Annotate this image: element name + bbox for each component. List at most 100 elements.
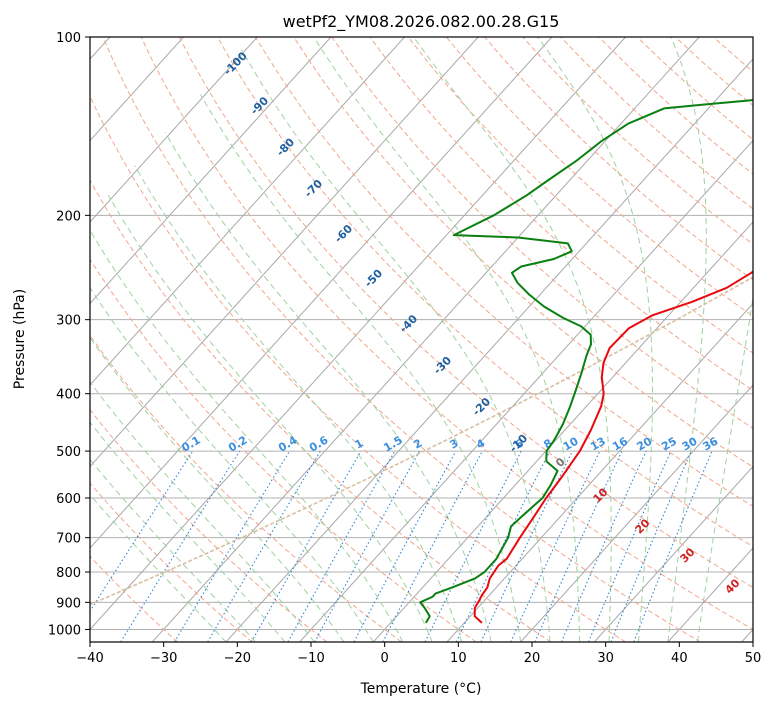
- moist-adiabat-label-2: 20: [633, 516, 653, 536]
- dewpoint-profile-line: [419, 99, 753, 624]
- mixing-ratio-line-9: [424, 450, 522, 642]
- mixing-ratio-line-8: [382, 450, 483, 642]
- dry-adiabat-0: [90, 334, 402, 642]
- chart-title: wetPf2_YM08.2026.082.00.28.G15: [283, 12, 560, 32]
- dry-adiabat-label-8: -20: [470, 395, 493, 418]
- mixing-ratio-line-16: [610, 450, 692, 642]
- dry-adiabats: [90, 37, 753, 642]
- isotherm-20: [520, 384, 753, 642]
- isotherm--50: [90, 37, 553, 549]
- x-tick-label-0: 0: [381, 651, 389, 666]
- moist-adiabat--8: [90, 381, 315, 642]
- y-tick-label-1000: 1000: [48, 623, 81, 638]
- x-axis-ticks: −40 −30 −20 −10 0 10 20 30 40 50: [76, 642, 761, 666]
- x-tick-label--10: −10: [297, 651, 324, 666]
- dry-adiabat-label-0: -100: [221, 49, 250, 78]
- y-tick-label-100: 100: [56, 31, 81, 46]
- dry-adiabat-160: [560, 37, 753, 210]
- isotherm--20: [225, 58, 753, 642]
- y-tick-label-900: 900: [56, 596, 81, 611]
- dry-adiabat-130: [445, 37, 753, 317]
- isotherm-10: [446, 302, 753, 642]
- x-tick-label-10: 10: [450, 651, 467, 666]
- plot-frame: [89, 36, 754, 643]
- dry-adiabat-50: [140, 37, 753, 630]
- moist-adiabat-12: [134, 165, 463, 642]
- mixing-ratio-line-14: [560, 450, 647, 642]
- moist-adiabat-0: [90, 286, 374, 642]
- mixing-ratio-label-7: 3: [447, 437, 460, 452]
- dry-adiabat-200: [713, 37, 753, 73]
- dry-adiabat-70: [216, 37, 753, 548]
- mixing-ratio-lines: [90, 450, 713, 642]
- mixing-ratio-line-0: [90, 450, 194, 613]
- moist-adiabat-label-1: 10: [591, 485, 611, 505]
- reference-curve-line: [90, 276, 753, 606]
- dry-adiabat-20: [90, 179, 552, 642]
- dry-adiabat-30: [90, 95, 626, 642]
- dry-adiabat-label-6: -40: [397, 312, 420, 335]
- moist-adiabat--16: [90, 458, 256, 642]
- x-tick-label-50: 50: [745, 651, 762, 666]
- x-tick-label-30: 30: [597, 651, 614, 666]
- x-tick-label--30: −30: [150, 651, 177, 666]
- moist-adiabat-label-4: 40: [723, 576, 743, 596]
- moist-adiabat-28: [313, 37, 581, 642]
- isotherm--40: [90, 37, 626, 631]
- x-axis-label: Temperature (°C): [360, 681, 482, 697]
- mixing-ratio-line-4: [250, 450, 362, 642]
- dry-adiabat-40: [102, 37, 701, 642]
- moist-adiabat-20: [200, 94, 522, 642]
- dry-adiabat-180: [636, 37, 753, 141]
- dry-adiabat-80: [255, 37, 753, 507]
- x-tick-label--20: −20: [224, 651, 251, 666]
- dry-adiabat-120: [407, 37, 753, 354]
- y-tick-label-500: 500: [56, 445, 81, 460]
- dry-adiabat--20: [90, 482, 253, 642]
- dry-adiabat-label-3: -70: [302, 177, 325, 200]
- dry-adiabat-100: [331, 37, 753, 429]
- y-tick-label-200: 200: [56, 209, 81, 224]
- x-tick-label--40: −40: [76, 651, 103, 666]
- x-tick-label-40: 40: [671, 651, 688, 666]
- y-tick-label-600: 600: [56, 492, 81, 507]
- mixing-ratio-line-17: [633, 450, 713, 642]
- reference-curve: [90, 276, 753, 606]
- moist-adiabat-44: [697, 295, 753, 642]
- moist-adiabat-24: [241, 49, 551, 642]
- y-axis-ticks: 100 200 300 400 500 600 700 800 900 1000: [48, 31, 90, 638]
- moist-adiabat-4: [90, 229, 404, 642]
- isotherm--90: [90, 37, 258, 223]
- mixing-ratio-line-2: [173, 450, 291, 642]
- mixing-ratio-label-8: 4: [474, 436, 487, 451]
- mixing-ratio-line-15: [587, 450, 672, 642]
- isotherm--80: [90, 37, 332, 305]
- dry-adiabat-90: [293, 37, 753, 468]
- dry-adiabat-60: [178, 37, 753, 589]
- y-tick-label-700: 700: [56, 532, 81, 547]
- y-axis-label: Pressure (hPa): [12, 289, 28, 389]
- mixing-ratio-line-13: [534, 450, 623, 642]
- moist-adiabat-16: [164, 132, 492, 642]
- moist-adiabat--20: [90, 493, 227, 642]
- moist-adiabat-label-3: 30: [678, 545, 698, 565]
- mixing-ratio-line-7: [353, 450, 457, 642]
- mixing-ratio-line-10: [455, 450, 551, 642]
- moist-adiabat-32: [413, 37, 612, 642]
- y-tick-label-400: 400: [56, 388, 81, 403]
- dry-adiabat-label-1: -90: [248, 94, 271, 117]
- mixing-ratio-label-6: 2: [411, 437, 424, 452]
- x-tick-label-20: 20: [524, 651, 541, 666]
- moist-adiabat--4: [90, 336, 345, 642]
- dry-adiabat-150: [522, 37, 753, 245]
- mixing-ratio-label-4: 1: [353, 437, 366, 452]
- dry-adiabat-10: [90, 258, 477, 642]
- isotherm--10: [299, 139, 753, 642]
- profiles: [419, 99, 753, 624]
- moist-adiabat-8: [107, 195, 433, 642]
- y-tick-label-300: 300: [56, 314, 81, 329]
- isotherm--100: [90, 37, 184, 142]
- mixing-ratio-line-6: [314, 450, 421, 642]
- isotherm-50: [741, 628, 753, 642]
